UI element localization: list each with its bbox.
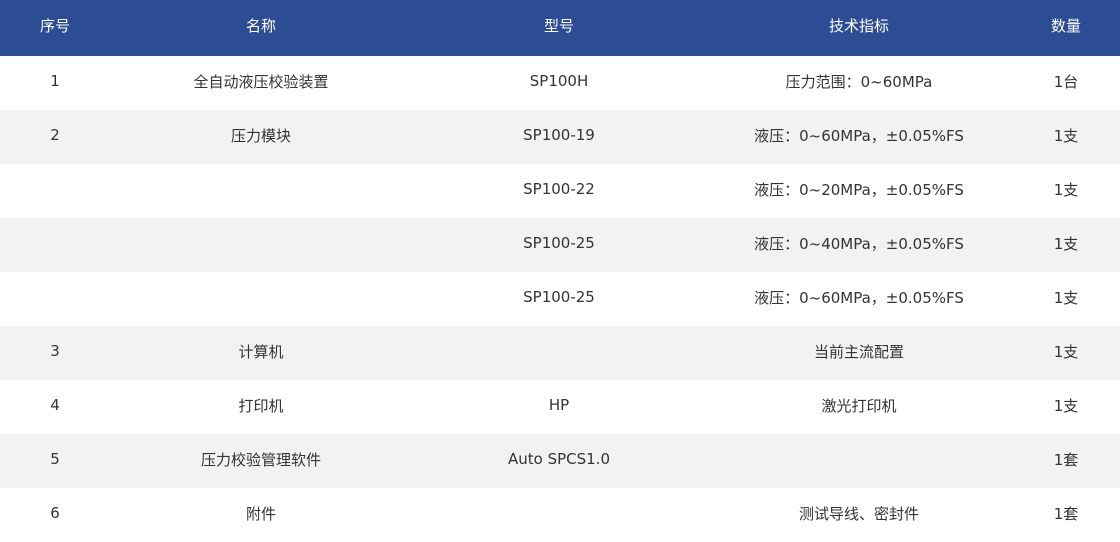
cell-name: 计算机 bbox=[238, 342, 284, 361]
table-row: 2 压力模块 SP100-19 液压：0~60MPa，±0.05%FS 1支 bbox=[0, 110, 1120, 164]
cell-quantity: 1套 bbox=[1053, 450, 1079, 469]
cell-spec: 测试导线、密封件 bbox=[798, 504, 919, 523]
table-row: SP100-25 液压：0~40MPa，±0.05%FS 1支 bbox=[0, 218, 1120, 272]
cell-quantity: 1支 bbox=[1053, 288, 1079, 307]
cell-model: SP100-22 bbox=[523, 180, 595, 198]
cell-name: 打印机 bbox=[238, 396, 284, 415]
table-row: SP100-25 液压：0~60MPa，±0.05%FS 1支 bbox=[0, 272, 1120, 326]
header-quantity: 数量 bbox=[1050, 16, 1081, 35]
table-row: 4 打印机 HP 激光打印机 1支 bbox=[0, 380, 1120, 434]
cell-name bbox=[110, 272, 412, 326]
cell-index: 6 bbox=[50, 504, 60, 522]
cell-quantity: 1支 bbox=[1053, 126, 1079, 145]
header-model: 型号 bbox=[543, 16, 574, 35]
table-row: 6 附件 测试导线、密封件 1套 bbox=[0, 488, 1120, 542]
cell-index: 1 bbox=[50, 72, 60, 90]
header-name: 名称 bbox=[245, 16, 276, 35]
cell-name: 压力模块 bbox=[230, 126, 291, 145]
table-row: 1 全自动液压校验装置 SP100H 压力范围：0~60MPa 1台 bbox=[0, 56, 1120, 110]
cell-model: SP100-19 bbox=[523, 126, 595, 144]
cell-spec: 液压：0~60MPa，±0.05%FS bbox=[754, 288, 964, 307]
table-header-row: 序号 名称 型号 技术指标 数量 bbox=[0, 0, 1120, 56]
cell-spec: 激光打印机 bbox=[821, 396, 897, 415]
cell-index: 5 bbox=[50, 450, 60, 468]
cell-quantity: 1台 bbox=[1053, 72, 1079, 91]
cell-spec: 压力范围：0~60MPa bbox=[785, 72, 933, 91]
cell-name: 附件 bbox=[245, 504, 276, 523]
cell-model: HP bbox=[548, 396, 570, 414]
cell-name: 压力校验管理软件 bbox=[200, 450, 321, 469]
cell-spec bbox=[706, 434, 1012, 488]
cell-index: 4 bbox=[50, 396, 60, 414]
cell-name: 全自动液压校验装置 bbox=[193, 72, 329, 91]
cell-index bbox=[0, 164, 110, 218]
cell-quantity: 1支 bbox=[1053, 342, 1079, 361]
cell-quantity: 1支 bbox=[1053, 234, 1079, 253]
cell-model: SP100H bbox=[529, 72, 589, 90]
cell-index bbox=[0, 218, 110, 272]
cell-quantity: 1套 bbox=[1053, 504, 1079, 523]
cell-index: 3 bbox=[50, 342, 60, 360]
header-index: 序号 bbox=[39, 16, 70, 35]
cell-spec: 当前主流配置 bbox=[813, 342, 904, 361]
table-row: 5 压力校验管理软件 Auto SPCS1.0 1套 bbox=[0, 434, 1120, 488]
cell-index bbox=[0, 272, 110, 326]
table-row: 3 计算机 当前主流配置 1支 bbox=[0, 326, 1120, 380]
cell-spec: 液压：0~60MPa，±0.05%FS bbox=[754, 126, 964, 145]
cell-model: SP100-25 bbox=[523, 234, 595, 252]
table-row: SP100-22 液压：0~20MPa，±0.05%FS 1支 bbox=[0, 164, 1120, 218]
cell-quantity: 1支 bbox=[1053, 396, 1079, 415]
cell-spec: 液压：0~40MPa，±0.05%FS bbox=[754, 234, 964, 253]
cell-spec: 液压：0~20MPa，±0.05%FS bbox=[754, 180, 964, 199]
header-spec: 技术指标 bbox=[828, 16, 889, 35]
cell-index: 2 bbox=[50, 126, 60, 144]
cell-model: SP100-25 bbox=[523, 288, 595, 306]
cell-name bbox=[110, 164, 412, 218]
cell-model bbox=[412, 488, 706, 542]
cell-quantity: 1支 bbox=[1053, 180, 1079, 199]
cell-model: Auto SPCS1.0 bbox=[507, 450, 610, 468]
cell-model bbox=[412, 326, 706, 380]
cell-name bbox=[110, 218, 412, 272]
